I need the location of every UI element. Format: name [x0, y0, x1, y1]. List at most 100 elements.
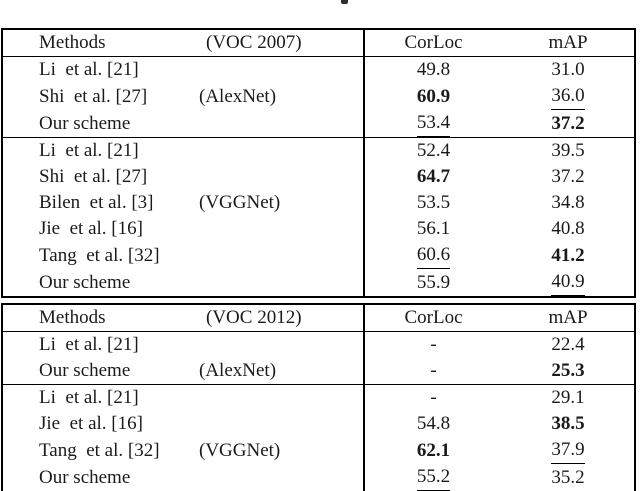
methods-header-cell: Methods (VOC 2012)	[2, 304, 365, 332]
corloc-value-cell: 55.2	[364, 464, 502, 491]
map-value-cell: 22.4	[502, 332, 635, 359]
corloc-value: 56.1	[416, 218, 451, 239]
table-row: Shi et al. [27] (AlexNet) 60.9 36.0	[2, 83, 635, 110]
method-cell: Our scheme	[2, 110, 365, 138]
corloc-value-cell: 53.4	[364, 110, 502, 138]
method-cell: Li et al. [21]	[2, 56, 365, 83]
results-tables: Methods (VOC 2007) CorLoc mAP Li et al. […	[1, 28, 636, 491]
map-value: 22.4	[551, 334, 585, 355]
corloc-value-cell: -	[364, 384, 502, 411]
method-name: Li et al. [21]	[39, 387, 139, 408]
map-value-cell: 31.0	[502, 57, 635, 84]
corloc-value-cell: 62.1	[364, 437, 502, 464]
corloc-value: 64.7	[416, 166, 451, 187]
corloc-value-cell: -	[364, 332, 502, 359]
map-value: 37.2	[551, 166, 585, 187]
method-name: Shi et al. [27]	[39, 166, 148, 187]
map-value-cell: 29.1	[502, 384, 635, 411]
map-value: 38.5	[551, 413, 585, 434]
method-name: Our scheme	[39, 271, 131, 293]
map-value: 40.8	[551, 218, 585, 239]
network-note: (AlexNet)	[199, 360, 277, 381]
map-value: 37.9	[551, 437, 585, 464]
map-value: 36.0	[551, 83, 585, 110]
table-row: Bilen et al. [3] (VGGNet) 53.5 34.8	[2, 190, 635, 216]
method-name: Tang et al. [32]	[39, 439, 160, 461]
method-cell: Jie et al. [16]	[2, 216, 365, 242]
corloc-value: 55.2	[416, 464, 451, 491]
corloc-header: CorLoc	[364, 304, 502, 332]
method-name: Bilen et al. [3]	[39, 192, 154, 213]
method-name: Jie et al. [16]	[39, 413, 143, 434]
corloc-value-cell: 52.4	[364, 137, 502, 164]
map-header: mAP	[502, 29, 635, 57]
map-value-cell: 25.3	[502, 358, 635, 385]
table-row: Li et al. [21] - 29.1	[2, 384, 635, 411]
table-row: Jie et al. [16] 54.8 38.5	[2, 411, 635, 437]
methods-header-label: Methods	[39, 32, 106, 53]
method-name: Jie et al. [16]	[39, 218, 143, 239]
map-value: 39.5	[551, 140, 585, 161]
method-name: Our scheme	[39, 112, 131, 134]
method-cell: Li et al. [21]	[2, 137, 365, 164]
method-cell: Shi et al. [27] (AlexNet)	[2, 83, 365, 110]
corloc-value: 54.8	[416, 413, 451, 434]
map-value-cell: 38.5	[502, 411, 635, 437]
corloc-value: 60.9	[416, 85, 451, 107]
dataset-label: (VOC 2012)	[206, 307, 302, 328]
map-value: 29.1	[551, 387, 585, 408]
map-value: 31.0	[551, 59, 585, 80]
corloc-value: 53.4	[416, 110, 451, 137]
network-note: (VGGNet)	[199, 439, 281, 461]
corloc-value: 60.6	[416, 242, 451, 269]
method-cell: Our scheme (AlexNet)	[2, 358, 365, 385]
corloc-value-cell: 54.8	[364, 411, 502, 437]
map-value-cell: 34.8	[502, 190, 635, 216]
map-value: 35.2	[551, 466, 585, 488]
method-cell: Li et al. [21]	[2, 384, 365, 411]
corloc-value: -	[430, 387, 437, 408]
method-name: Our scheme	[39, 360, 131, 381]
corloc-value: 53.5	[416, 192, 451, 213]
corloc-value: 52.4	[416, 140, 451, 161]
caption-fragment-mark	[341, 0, 348, 4]
method-cell: Bilen et al. [3] (VGGNet)	[2, 190, 365, 216]
corloc-value: 62.1	[416, 439, 451, 461]
table-row: Our scheme (AlexNet) - 25.3	[2, 358, 635, 385]
network-note: (VGGNet)	[199, 192, 281, 213]
table-row: Our scheme 55.9 40.9	[2, 269, 635, 297]
table-row: Li et al. [21] - 22.4	[2, 331, 635, 359]
network-note: (AlexNet)	[199, 85, 277, 107]
map-value: 25.3	[551, 360, 585, 381]
table-row: Jie et al. [16] 56.1 40.8	[2, 216, 635, 242]
method-name: Li et al. [21]	[39, 334, 139, 355]
map-value-cell: 37.2	[502, 110, 635, 138]
map-value-cell: 40.8	[502, 216, 635, 242]
map-value-cell: 37.9	[502, 437, 635, 464]
table-header-row: Methods (VOC 2007) CorLoc mAP	[2, 29, 635, 57]
dataset-label: (VOC 2007)	[206, 32, 302, 53]
table-row: Li et al. [21] 49.8 31.0	[2, 56, 635, 84]
table-row: Our scheme 53.4 37.2	[2, 110, 635, 138]
method-cell: Jie et al. [16]	[2, 411, 365, 437]
corloc-value-cell: 60.9	[364, 83, 502, 110]
map-value: 37.2	[551, 112, 585, 134]
table-row: Tang et al. [32] (VGGNet) 62.1 37.9	[2, 437, 635, 464]
method-name: Our scheme	[39, 466, 131, 488]
method-cell: Li et al. [21]	[2, 331, 365, 358]
corloc-value: 55.9	[416, 271, 451, 293]
map-value-cell: 35.2	[502, 464, 635, 491]
map-value-cell: 41.2	[502, 242, 635, 269]
results-table-voc2007: Methods (VOC 2007) CorLoc mAP Li et al. […	[1, 28, 636, 298]
table-header-row: Methods (VOC 2012) CorLoc mAP	[2, 304, 635, 332]
corloc-value-cell: -	[364, 358, 502, 385]
corloc-value-cell: 56.1	[364, 216, 502, 242]
method-cell: Tang et al. [32] (VGGNet)	[2, 437, 365, 464]
corloc-value: -	[430, 334, 437, 355]
methods-header-cell: Methods (VOC 2007)	[2, 29, 365, 57]
corloc-value-cell: 55.9	[364, 269, 502, 297]
map-value-cell: 40.9	[502, 269, 635, 297]
table-row: Our scheme 55.2 35.2	[2, 464, 635, 491]
map-value: 41.2	[551, 244, 585, 266]
